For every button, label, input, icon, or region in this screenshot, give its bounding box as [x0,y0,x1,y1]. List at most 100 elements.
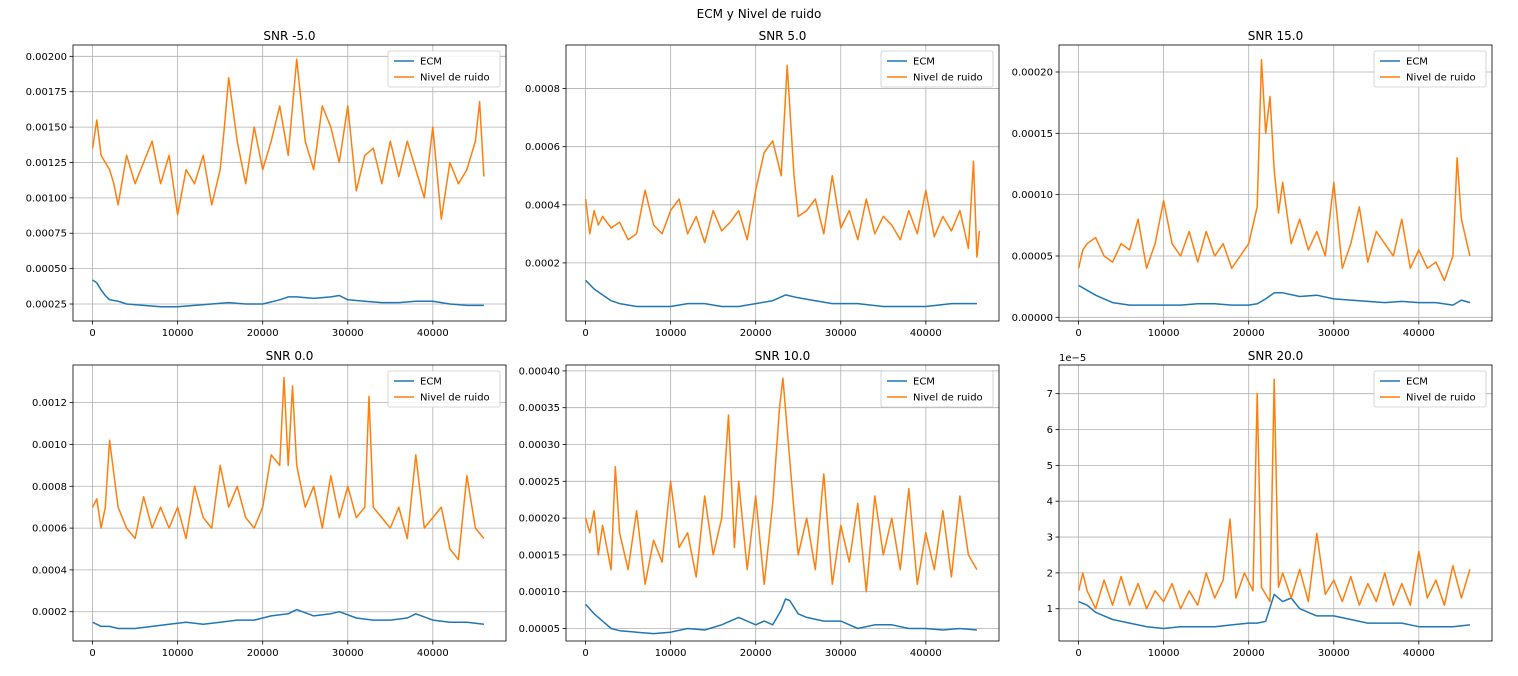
x-tick-label: 40000 [417,328,449,339]
series-line-ecm [1078,593,1470,630]
legend-label-noise: Nivel de ruido [420,393,490,404]
y-tick-label: 0.0010 [32,440,67,451]
subplot-3: 0 10000 20000 30000 40000 0.00000 0.00005 0.000… [1012,29,1493,339]
y-tick-label: 0.00050 [26,264,67,275]
y-tick-label: 0.0006 [525,142,560,153]
y-tick-label: 0.00075 [26,229,67,240]
x-tick-label: 40000 [910,648,942,659]
y-tick-label: 0.0012 [32,398,67,409]
y-tick-label: 0.00010 [519,587,560,598]
x-tick-label: 20000 [740,648,772,659]
legend-box [1373,50,1487,88]
legend: ECM Nivel de ruido [1373,370,1487,408]
legend-label-ecm: ECM [420,57,442,68]
x-tick-label: 40000 [1403,328,1435,339]
legend-label-ecm: ECM [1406,57,1428,68]
series-line-ecm [92,279,484,308]
plot-frame [72,44,507,322]
y-tick-label: 0.0008 [525,84,560,95]
y-tick-label: 0.00015 [519,550,560,561]
legend-box [387,370,501,408]
x-tick-label: 0 [89,328,95,339]
y-tick-label: 2 [1047,568,1053,579]
x-tick-label: 10000 [655,648,687,659]
x-tick-label: 0 [582,328,588,339]
series-line-noise [584,64,981,258]
x-tick-label: 30000 [332,648,364,659]
y-tick-label: 0.00100 [26,193,67,204]
y-tick-label: 3 [1047,533,1053,544]
legend-label-ecm: ECM [913,377,935,388]
x-tick-label: 10000 [162,648,194,659]
y-tick-label: 0.00030 [519,440,560,451]
series-line-ecm [585,279,977,308]
y-tick-label: 0.00010 [1012,190,1053,201]
legend: ECM Nivel de ruido [387,370,501,408]
y-tick-label: 0.00000 [1012,313,1053,324]
y-offset-text: 1e−5 [1059,353,1086,364]
y-tick-label: 0.00005 [519,624,560,635]
plot-frame [565,364,1000,642]
x-tick-label: 20000 [247,648,279,659]
x-tick-label: 30000 [1318,648,1350,659]
legend: ECM Nivel de ruido [387,50,501,88]
legend-label-noise: Nivel de ruido [913,73,983,84]
y-tick-label: 5 [1047,461,1053,472]
y-tick-label: 0.00020 [1012,67,1053,78]
x-tick-label: 20000 [1233,328,1265,339]
legend-label-noise: Nivel de ruido [420,73,490,84]
x-tick-label: 10000 [1148,648,1180,659]
series-line-ecm [585,598,977,635]
x-tick-label: 40000 [417,648,449,659]
subplot-title: SNR 0.0 [266,349,314,363]
series-line-noise [1077,378,1471,610]
x-tick-label: 10000 [655,328,687,339]
y-tick-label: 0.00020 [519,514,560,525]
subplot-title: SNR 5.0 [759,29,807,43]
y-tick-label: 7 [1047,389,1053,400]
y-tick-label: 0.00150 [26,123,67,134]
series-line-ecm [1078,284,1471,306]
subplot-title: SNR 10.0 [755,349,810,363]
legend-label-ecm: ECM [420,377,442,388]
subplot-title: SNR -5.0 [263,29,315,43]
legend-box [1373,370,1487,408]
y-tick-label: 0.0002 [525,258,560,269]
y-tick-label: 0.00040 [519,366,560,377]
legend-label-ecm: ECM [913,57,935,68]
y-tick-label: 1 [1047,604,1053,615]
legend: ECM Nivel de ruido [1373,50,1487,88]
y-tick-label: 0.00035 [519,403,560,414]
legend-label-noise: Nivel de ruido [1406,393,1476,404]
subplot-5: 0 10000 20000 30000 40000 0.00005 0.00010 0.000… [519,349,1000,659]
subplot-1: 0 10000 20000 30000 40000 0.00025 0.00050 0.000… [26,29,507,339]
x-tick-label: 0 [1075,648,1081,659]
x-tick-label: 30000 [332,328,364,339]
legend: ECM Nivel de ruido [880,370,994,408]
y-tick-label: 0.0004 [525,200,560,211]
plot-frame [1058,364,1493,642]
series-line-noise [91,58,485,220]
plot-frame [72,364,507,642]
x-tick-label: 40000 [1403,648,1435,659]
legend: ECM Nivel de ruido [880,50,994,88]
y-tick-label: 0.0004 [32,565,67,576]
y-tick-label: 0.00025 [519,477,560,488]
subplot-title: SNR 15.0 [1248,29,1303,43]
x-tick-label: 30000 [825,328,857,339]
legend-box [387,50,501,88]
y-tick-label: 0.00025 [26,300,67,311]
legend-label-ecm: ECM [1406,377,1428,388]
plot-frame [1058,44,1493,322]
y-tick-label: 0.0006 [32,524,67,535]
y-tick-label: 0.0002 [32,607,67,618]
y-tick-label: 0.00200 [26,52,67,63]
subplot-6: 0 10000 20000 30000 40000 1 2 3 4 5 6 7 SNR 20.0 1e−5… [1047,349,1493,659]
subplot-4: 0 10000 20000 30000 40000 0.0002 0.0004 0.0006 0… [32,349,507,659]
subplot-title: SNR 20.0 [1248,349,1303,363]
x-tick-label: 20000 [1233,648,1265,659]
x-tick-label: 0 [1075,328,1081,339]
x-tick-label: 10000 [162,328,194,339]
